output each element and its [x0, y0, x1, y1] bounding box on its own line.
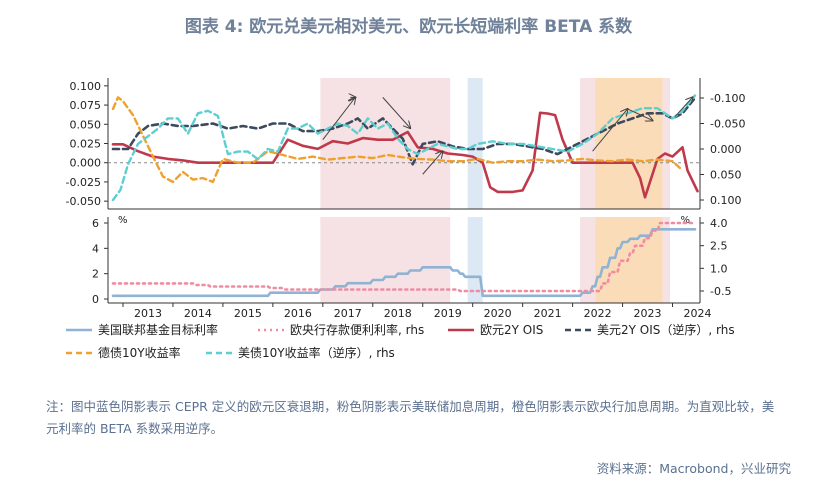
- series-line-fed_rate: [111, 228, 697, 298]
- trend-arrow: [322, 97, 355, 140]
- trend-arrows-layer: [322, 97, 693, 175]
- x-tick-label: 2014: [184, 307, 212, 320]
- x-tick-label: 2016: [284, 307, 312, 320]
- y-tick-label-left-top: 0.000: [70, 157, 102, 170]
- y-tick-label-right-top: 0.050: [710, 169, 742, 182]
- bottom-shading-layer: [320, 217, 671, 303]
- legend-label: 美债10Y收益率（逆序）, rhs: [238, 345, 395, 360]
- shade-band-bottom: [580, 217, 596, 303]
- y-tick-label-right-top: 0.000: [710, 143, 742, 156]
- chart-figure: 0.100 0.075 0.050 0.025 0.000 -0.025 -0.050 -0.…: [66, 78, 745, 360]
- y-tick-label-left-bottom: 4: [92, 242, 99, 255]
- x-tick-label: 2018: [384, 307, 412, 320]
- x-tick-label: 2017: [334, 307, 362, 320]
- trend-arrow: [592, 109, 628, 152]
- y-tick-label-left-bottom: 0: [92, 293, 99, 306]
- y-tick-label-left-top: 0.025: [70, 138, 102, 151]
- y-tick-label-left-top: 0.050: [70, 118, 102, 131]
- shade-band-top: [580, 78, 596, 209]
- y-tick-label-right-bottom: -0.5: [710, 285, 731, 298]
- y-tick-label-left-bottom: 2: [92, 268, 99, 281]
- shade-band-top: [662, 78, 671, 209]
- legend-label: 美国联邦基金目标利率: [98, 322, 218, 337]
- legend-label: 欧元2Y OIS: [480, 323, 543, 337]
- x-tick-label: 2022: [584, 307, 612, 320]
- bottom-series-layer: [111, 221, 697, 298]
- x-tick-label: 2015: [234, 307, 262, 320]
- x-tick-label: 2020: [484, 307, 512, 320]
- unit-label-right: %: [680, 215, 690, 226]
- trend-arrow: [627, 108, 653, 121]
- legend-label: 欧央行存款便利利率, rhs: [290, 322, 424, 337]
- shade-band-top: [595, 78, 663, 209]
- y-tick-label-left-bottom: 6: [92, 217, 99, 230]
- y-tick-label-left-top: -0.025: [66, 176, 101, 189]
- unit-label-left: %: [118, 215, 128, 226]
- footnote: 注：图中蓝色阴影表示 CEPR 定义的欧元区衰退期，粉色阴影表示美联储加息周期，…: [46, 399, 775, 436]
- axes-layer: 0.100 0.075 0.050 0.025 0.000 -0.025 -0.050 -0.…: [66, 78, 745, 320]
- source-note: 资料来源：Macrobond，兴业研究: [596, 461, 791, 476]
- y-tick-label-right-top: -0.050: [710, 118, 745, 131]
- trend-arrow: [382, 97, 410, 128]
- y-tick-label-right-bottom: 1.0: [710, 262, 728, 275]
- series-line-bund_10y: [111, 96, 684, 184]
- x-tick-label: 2021: [534, 307, 562, 320]
- y-tick-label-right-bottom: 2.5: [710, 240, 728, 253]
- y-tick-label-left-top: -0.050: [66, 195, 101, 208]
- y-tick-label-right-top: 0.100: [710, 194, 742, 207]
- y-tick-label-left-top: 0.100: [70, 80, 102, 93]
- x-tick-label: 2019: [434, 307, 462, 320]
- chart-legend: 美国联邦基金目标利率 欧央行存款便利利率, rhs 欧元2Y OIS 美元2Y OIS…: [66, 322, 735, 360]
- series-line-eur_2y: [111, 111, 699, 199]
- trend-arrow: [674, 97, 692, 117]
- series-line-ust_10y: [111, 94, 697, 202]
- y-tick-label-right-bottom: 4.0: [710, 217, 728, 230]
- series-line-ecb_deposit: [111, 221, 697, 293]
- x-tick-label: 2013: [134, 307, 162, 320]
- y-tick-label-left-top: 0.075: [70, 99, 102, 112]
- legend-label: 美元2Y OIS（逆序）, rhs: [597, 322, 735, 337]
- series-line-usd_2y: [111, 96, 697, 166]
- shade-band-bottom: [662, 217, 671, 303]
- shade-band-bottom: [467, 217, 483, 303]
- x-tick-label: 2023: [634, 307, 662, 320]
- y-tick-label-right-top: -0.100: [710, 92, 745, 105]
- chart-title: 图表 4: 欧元兑美元相对美元、欧元长短端利率 BETA 系数: [184, 17, 633, 37]
- legend-label: 德债10Y收益率: [98, 345, 181, 360]
- x-tick-label: 2024: [684, 307, 712, 320]
- shade-band-top: [467, 78, 483, 209]
- top-series-layer: [111, 94, 699, 202]
- trend-arrow: [422, 151, 443, 175]
